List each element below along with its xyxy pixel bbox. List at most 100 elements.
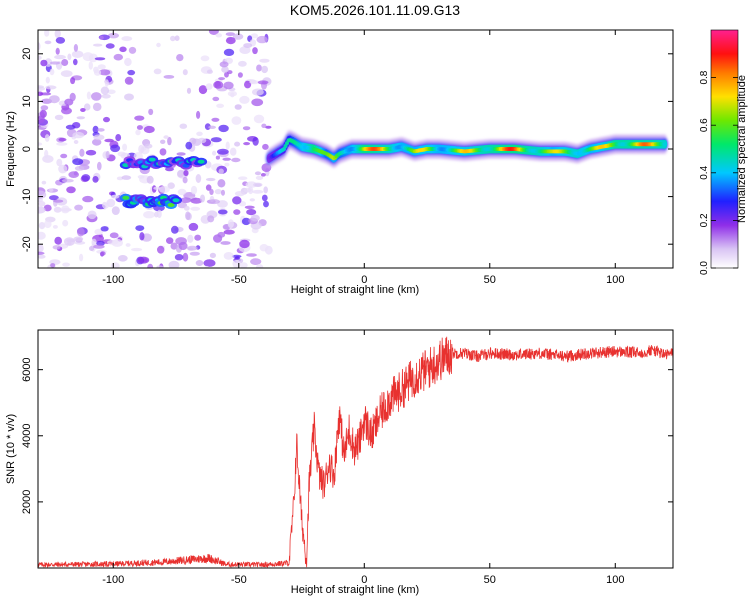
noise-blob [52, 245, 61, 250]
noise-blob [189, 251, 200, 256]
noise-blob [221, 66, 229, 73]
noise-blob [38, 206, 46, 214]
spectrogram-x-label: Height of straight line (km) [291, 284, 419, 296]
noise-blob [215, 33, 222, 38]
noise-blob [254, 183, 262, 187]
noise-blob [223, 229, 235, 235]
noise-blob [239, 46, 251, 54]
noise-blob [124, 57, 132, 67]
noise-blob [182, 69, 188, 76]
noise-blob [171, 225, 179, 234]
noise-blob [73, 44, 78, 52]
noise-blob [200, 194, 205, 203]
noise-blob [231, 116, 242, 125]
noise-blob [153, 186, 161, 190]
noise-blob [136, 125, 143, 130]
x-tick-label: 50 [484, 574, 496, 586]
noise-blob [185, 211, 191, 220]
noise-blob [217, 148, 229, 155]
noise-blob [53, 199, 64, 203]
noise-blob [48, 188, 54, 192]
noise-blob [72, 131, 85, 139]
noise-blob [242, 126, 251, 131]
noise-blob [225, 141, 230, 150]
noise-blob [177, 188, 187, 196]
noise-blob [38, 251, 45, 255]
noise-blob [249, 198, 255, 202]
noise-blob [50, 263, 56, 268]
noise-blob [54, 30, 61, 39]
noise-blob [111, 238, 124, 247]
noise-blob [143, 125, 155, 134]
noise-blob [259, 58, 270, 63]
noise-blob [148, 108, 154, 116]
noise-blob [234, 256, 240, 260]
noise-blob [237, 72, 243, 78]
noise-blob [121, 175, 132, 180]
colorbar-label: Normalized spectral amplitude [736, 75, 748, 223]
noise-blob [163, 75, 175, 79]
noise-blob [71, 50, 84, 58]
noise-blob [261, 65, 268, 74]
page-title: KOM5.2026.101.11.09.G13 [289, 2, 461, 18]
noise-blob [38, 201, 46, 207]
snr-x-label: Height of straight line (km) [291, 584, 419, 596]
noise-blob [44, 220, 52, 229]
noise-blob [219, 61, 229, 68]
noise-blob [94, 57, 106, 61]
noise-blob [49, 61, 61, 65]
noise-blob [102, 202, 110, 209]
colorbar: 0.0 0.2 0.4 0.6 0.8 Normalized spectral ampl… [699, 29, 748, 275]
noise-blob [196, 110, 201, 119]
noise-blob [207, 215, 215, 223]
noise-blob [69, 92, 76, 102]
feature-band-1 [119, 155, 208, 171]
noise-blob [198, 85, 208, 95]
noise-blob [229, 147, 237, 156]
noise-blob [262, 143, 269, 150]
noise-blob [256, 64, 262, 72]
noise-blob [61, 59, 69, 66]
noise-blob [100, 251, 106, 256]
noise-blob [243, 43, 253, 48]
noise-blob [61, 178, 74, 183]
noise-blob [159, 148, 167, 156]
noise-blob [111, 206, 120, 216]
noise-blob [158, 186, 170, 193]
noise-blob [232, 196, 242, 205]
x-tick-label: -100 [102, 274, 124, 286]
noise-blob [97, 128, 105, 132]
noise-blob [38, 244, 44, 253]
snr-y-ticks: 2000 4000 6000 [21, 357, 673, 514]
noise-blob [110, 144, 121, 153]
noise-blob [144, 143, 153, 149]
noise-blob [125, 243, 131, 247]
noise-blob [98, 69, 111, 76]
noise-blob [167, 182, 175, 189]
noise-blob [254, 171, 262, 176]
noise-blob [100, 226, 109, 232]
noise-blob [92, 138, 102, 146]
feature-band-core [172, 198, 180, 203]
noise-blob [128, 46, 137, 54]
noise-blob [92, 125, 99, 134]
noise-blob [38, 85, 44, 89]
noise-blob [64, 237, 75, 246]
noise-blob [44, 149, 49, 159]
noise-blob [250, 33, 259, 39]
noise-blob [179, 123, 188, 129]
noise-blob [137, 175, 145, 179]
spectrogram-y-label: Frequency (Hz) [5, 111, 17, 187]
noise-blob [44, 134, 50, 142]
noise-blob [186, 245, 198, 251]
noise-blob [190, 185, 198, 195]
noise-blob [251, 189, 264, 194]
noise-blob [124, 76, 134, 85]
noise-blob [40, 59, 48, 67]
x-tick-label: 50 [484, 274, 496, 286]
colorbar-gradient [711, 30, 738, 268]
noise-blob [79, 253, 84, 262]
noise-blob [244, 80, 252, 89]
noise-blob [133, 152, 143, 161]
